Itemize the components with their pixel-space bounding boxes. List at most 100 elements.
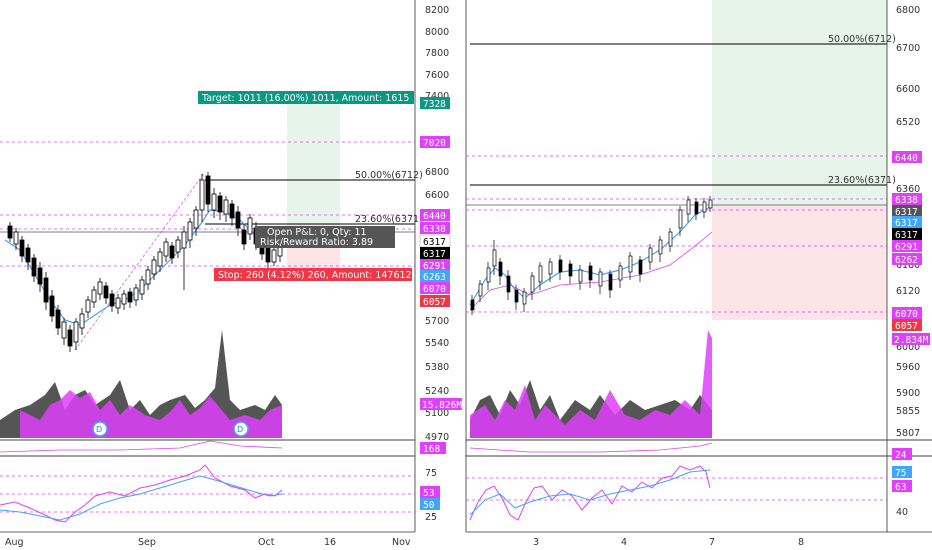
left-axis-label: 5380 [425, 362, 449, 373]
volume-tag: 2.834M [894, 335, 929, 346]
left-axis-label: 4970 [425, 432, 449, 443]
right-price-tags[interactable]: 6440 6338 6317 6317 6317 6291 6262 6070 … [892, 151, 930, 493]
indicator-tag: 24 [895, 450, 907, 461]
volume-tag: 15.826M [422, 400, 462, 411]
right-target-zone [712, 0, 887, 205]
right-axis-label: 6700 [896, 43, 920, 54]
price-tag: 7020 [423, 138, 446, 149]
dividend-marker-2-label: D [237, 425, 243, 434]
rsi-tag: 75 [895, 468, 906, 479]
right-chart-panel[interactable]: 50.00%(6712) 23.60%(6371) [465, 0, 932, 548]
right-fib-50-label: 50.00%(6712) [828, 34, 896, 45]
dividend-marker-1[interactable] [92, 421, 108, 437]
left-axis-label: 5100 [425, 408, 449, 419]
price-tag: 6291 [423, 261, 446, 272]
right-axis-label: 6000 [896, 342, 920, 353]
right-indicator-line [469, 442, 713, 453]
indicator-tag: 168 [423, 444, 440, 455]
open-pnl-text: Open P&L: 0, Qty: 11 [267, 227, 367, 238]
dividend-marker-1-label: D [96, 425, 102, 434]
left-candles [7, 172, 283, 352]
right-axis-label: 6800 [896, 5, 920, 16]
time-label: 8 [798, 537, 804, 548]
dividend-marker-2[interactable] [233, 421, 249, 437]
right-axis-label: 6120 [896, 286, 920, 297]
left-axis-label: 8000 [425, 27, 449, 38]
right-rsi-levels [466, 477, 887, 501]
risk-reward-text: Risk/Reward Ratio: 3.89 [260, 237, 373, 248]
rsi-tag: 63 [895, 482, 906, 493]
fib-50-label: 50.00%(6712) [355, 170, 423, 181]
time-label: Nov [392, 537, 411, 548]
right-candles [470, 196, 713, 315]
stop-label-bg[interactable] [214, 268, 412, 281]
price-tag: 6317 [423, 237, 446, 248]
time-label: Aug [5, 537, 24, 548]
price-tag: 6440 [423, 211, 446, 222]
right-axis-label: 6520 [896, 117, 920, 128]
price-tag: 6317 [895, 207, 918, 218]
left-indicator-line [0, 440, 283, 453]
left-axis-label: 5240 [425, 386, 449, 397]
left-axis-label: 5700 [425, 316, 449, 327]
right-price-axis[interactable]: 6800 6700 6600 6520 6360 6180 6120 6000 … [896, 5, 920, 518]
right-rsi-signal [469, 469, 711, 516]
price-tag: 6317 [423, 249, 446, 260]
price-tag: 6262 [895, 255, 918, 266]
left-axis-label: 7400 [425, 91, 449, 102]
left-rsi-axis-label: 75 [425, 468, 437, 479]
target-label: Target: 1011 (16.00%) 1011, Amount: 1615 [201, 93, 409, 104]
right-axis-label: 5900 [896, 388, 920, 399]
left-axis-label: 8200 [425, 5, 449, 16]
position-info-box[interactable] [255, 226, 395, 248]
right-axis-label: 5960 [896, 362, 920, 373]
stop-label: Stop: 260 (4.12%) 260, Amount: 147612 [218, 270, 412, 281]
price-tag: 6291 [895, 242, 918, 253]
left-rsi-signal [0, 475, 283, 521]
time-label: 7 [709, 537, 715, 548]
left-chart-panel[interactable]: 50.00%(6712) 23.60%(6371) Target: 1011 (… [0, 0, 462, 548]
price-tag: 6338 [423, 224, 446, 235]
left-axis-label: 6600 [425, 190, 449, 201]
left-price-tags[interactable]: 7328 7020 6440 6338 6317 6317 6291 6263 … [419, 97, 462, 511]
price-tag: 7328 [423, 99, 446, 110]
left-rsi-axis-label: 25 [425, 512, 437, 523]
price-tag: 6338 [895, 195, 918, 206]
price-tag: 6057 [423, 297, 446, 308]
right-rsi-line [469, 465, 711, 521]
price-tag: 6440 [895, 153, 918, 164]
time-label: Sep [138, 537, 156, 548]
time-label: 4 [621, 537, 627, 548]
time-label: Oct [258, 537, 275, 548]
fib-236-label: 23.60%(6371) [355, 214, 423, 225]
price-tag: 6263 [423, 272, 446, 283]
left-axis-label: 7800 [425, 48, 449, 59]
left-price-axis[interactable]: 8200 8000 7800 7600 7400 6800 6600 5700 … [425, 5, 449, 523]
fib-trendline [74, 171, 206, 351]
right-time-axis[interactable]: 3 4 7 8 [533, 537, 804, 548]
right-axis-label: 6600 [896, 84, 920, 95]
right-axis-label: 6180 [896, 260, 920, 271]
rsi-tag: 50 [423, 500, 435, 511]
time-label: 16 [324, 537, 336, 548]
right-stop-zone [712, 205, 887, 320]
right-rsi-axis-label: 40 [896, 507, 908, 518]
target-label-bg[interactable] [198, 91, 414, 104]
right-volume-pink [470, 330, 712, 438]
price-tag: 6070 [895, 309, 918, 320]
rsi-tag: 53 [423, 488, 434, 499]
left-volume-pink [20, 390, 282, 438]
price-tag: 6057 [895, 321, 918, 332]
left-axis-label: 7600 [425, 70, 449, 81]
right-axis-label: 5807 [896, 428, 920, 439]
right-ma-line [469, 206, 711, 306]
left-axis-label: 6800 [425, 167, 449, 178]
left-time-axis[interactable]: Aug Sep Oct 16 Nov [5, 537, 411, 548]
right-fib-236-label: 23.60%(6371) [828, 175, 896, 186]
right-axis-label: 5855 [896, 406, 920, 417]
price-tag: 6317 [895, 230, 918, 241]
left-rsi-levels [0, 475, 415, 513]
left-ma-line [4, 209, 283, 326]
price-tag: 6070 [423, 284, 446, 295]
